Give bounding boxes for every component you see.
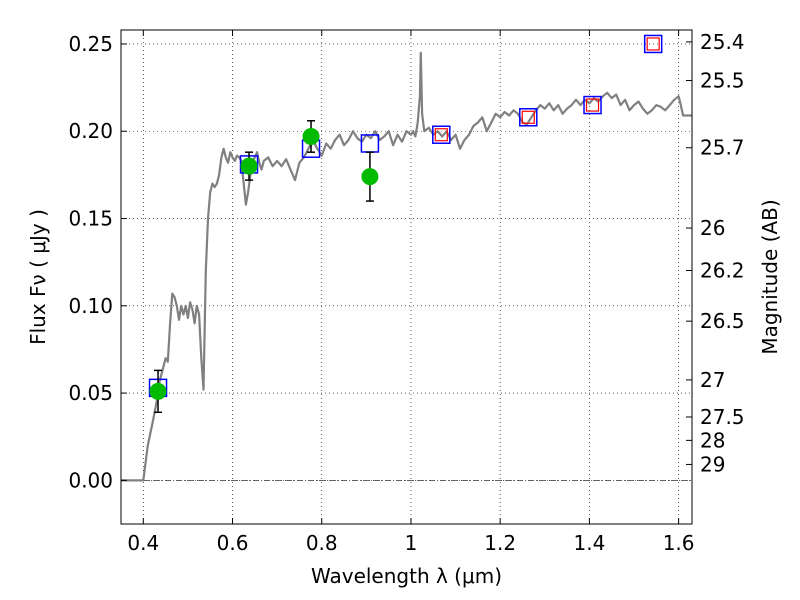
right-tick-label-5: 26.5 bbox=[700, 309, 745, 333]
x-tick-label-3: 1 bbox=[405, 531, 418, 555]
model-square-7 bbox=[643, 34, 663, 54]
observed-point-1 bbox=[240, 157, 258, 175]
right-tick-label-4: 26.2 bbox=[700, 258, 745, 282]
red-square-0 bbox=[434, 128, 448, 142]
y-tick-label-3: 0.15 bbox=[68, 207, 113, 231]
red-square-3 bbox=[646, 37, 660, 51]
plot-area bbox=[121, 34, 692, 482]
y-tick-label-0: 0.00 bbox=[68, 468, 113, 492]
y-tick-label-1: 0.05 bbox=[68, 381, 113, 405]
x-tick-label-5: 1.4 bbox=[573, 531, 605, 555]
observed-point-2 bbox=[302, 127, 320, 145]
x-axis-label: Wavelength λ (μm) bbox=[311, 564, 502, 588]
right-tick-label-1: 25.5 bbox=[700, 68, 745, 92]
model-square-4 bbox=[432, 125, 451, 144]
right-tick-label-8: 28 bbox=[700, 428, 725, 452]
x-tick-label-6: 1.6 bbox=[663, 531, 695, 555]
y-axis-label: Flux Fν ( μJy ) bbox=[26, 209, 50, 345]
right-tick-label-2: 25.7 bbox=[700, 136, 745, 160]
x-tick-label-2: 0.8 bbox=[306, 531, 338, 555]
spectrum-line bbox=[121, 51, 692, 482]
right-tick-label-3: 26 bbox=[700, 216, 725, 240]
right-axis-label: Magnitude (AB) bbox=[758, 199, 782, 354]
x-tick-label-1: 0.6 bbox=[217, 531, 249, 555]
right-tick-label-7: 27.5 bbox=[700, 405, 745, 429]
y-tick-label-5: 0.25 bbox=[68, 32, 113, 56]
model-square-5 bbox=[519, 108, 538, 127]
observed-point-3 bbox=[361, 168, 379, 186]
x-tick-label-4: 1.2 bbox=[484, 531, 516, 555]
right-tick-label-9: 29 bbox=[700, 452, 725, 476]
right-tick-label-0: 25.4 bbox=[700, 30, 745, 54]
plot-frame bbox=[120, 29, 693, 525]
observed-point-0 bbox=[149, 382, 167, 400]
y-tick-label-2: 0.10 bbox=[68, 294, 113, 318]
y-tick-label-4: 0.20 bbox=[68, 119, 113, 143]
grid-lines bbox=[121, 30, 692, 524]
red-square-2 bbox=[585, 98, 600, 112]
right-tick-label-6: 27 bbox=[700, 368, 725, 392]
axis-ticks: 0.4 0.6 0.8 1 1.2 1.4 1.6 0.00 0.05 0.10 0.15 0.20 0… bbox=[68, 30, 744, 555]
red-square-1 bbox=[521, 110, 535, 124]
x-tick-label-0: 0.4 bbox=[127, 531, 159, 555]
model-square-6 bbox=[583, 95, 602, 115]
